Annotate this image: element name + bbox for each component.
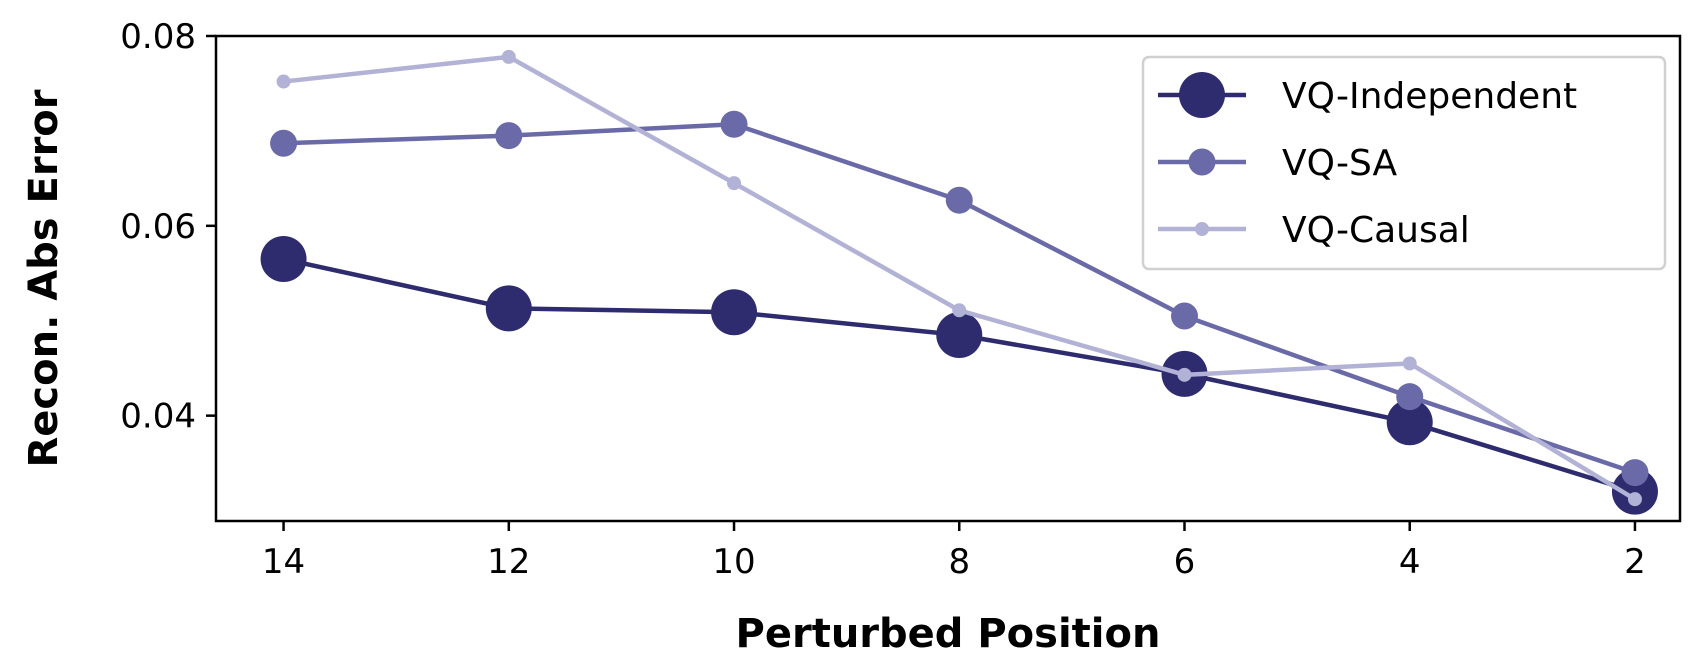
data-point-vq-causal	[1402, 356, 1417, 371]
data-point-vq-sa	[1170, 302, 1198, 330]
data-point-vq-causal	[501, 49, 516, 64]
legend-marker	[1179, 72, 1225, 118]
data-point-vq-causal	[952, 303, 967, 318]
legend-label: VQ-SA	[1282, 143, 1397, 184]
x-tick-label: 4	[1399, 542, 1421, 582]
data-point-vq-sa	[945, 186, 973, 214]
plot-frame	[214, 34, 1682, 523]
legend-marker	[1188, 148, 1216, 176]
data-point-vq-independent	[936, 311, 983, 358]
y-tick-label: 0.04	[120, 397, 196, 437]
axis-ticks: 14 12 10 8 6 4 2 0.04 0.06 0.08	[120, 17, 1645, 582]
y-tick-label: 0.08	[120, 17, 196, 57]
data-point-vq-independent	[1611, 468, 1658, 515]
legend-marker	[1195, 222, 1209, 236]
y-axis-title: Recon. Abs Error	[21, 89, 67, 467]
x-tick-label: 2	[1624, 542, 1646, 582]
data-point-vq-sa	[720, 110, 748, 138]
data-point-vq-causal	[276, 74, 291, 89]
legend-item-vq-independent: VQ-Independent	[1158, 72, 1577, 118]
legend-box	[1141, 55, 1667, 271]
data-point-vq-sa	[495, 122, 523, 150]
series-vq-independent	[260, 236, 1658, 515]
x-tick-label: 8	[948, 542, 970, 582]
legend-label: VQ-Independent	[1282, 76, 1577, 117]
x-tick-label: 12	[487, 542, 530, 582]
x-axis-title: Perturbed Position	[736, 611, 1161, 657]
series-layer	[260, 49, 1658, 515]
y-tick-label: 0.06	[120, 207, 196, 247]
data-point-vq-independent	[485, 285, 532, 332]
x-tick-label: 10	[712, 542, 755, 582]
data-point-vq-sa	[270, 129, 298, 157]
data-point-vq-sa	[1621, 459, 1649, 487]
x-tick-label: 14	[262, 542, 305, 582]
data-point-vq-causal	[1177, 367, 1192, 382]
data-point-vq-causal	[727, 176, 742, 191]
data-point-vq-independent	[260, 236, 307, 283]
legend-label: VQ-Causal	[1282, 210, 1470, 251]
series-vq-causal	[276, 49, 1642, 507]
data-point-vq-sa	[1396, 383, 1424, 411]
x-tick-label: 6	[1174, 542, 1196, 582]
legend: VQ-Independent VQ-SA VQ-Causal	[1141, 55, 1667, 271]
data-point-vq-causal	[1627, 492, 1642, 507]
data-point-vq-independent	[711, 289, 758, 336]
legend-item-vq-causal: VQ-Causal	[1158, 210, 1470, 251]
legend-item-vq-sa: VQ-SA	[1158, 143, 1397, 184]
series-vq-sa	[270, 110, 1649, 487]
data-point-vq-independent	[1386, 399, 1433, 446]
